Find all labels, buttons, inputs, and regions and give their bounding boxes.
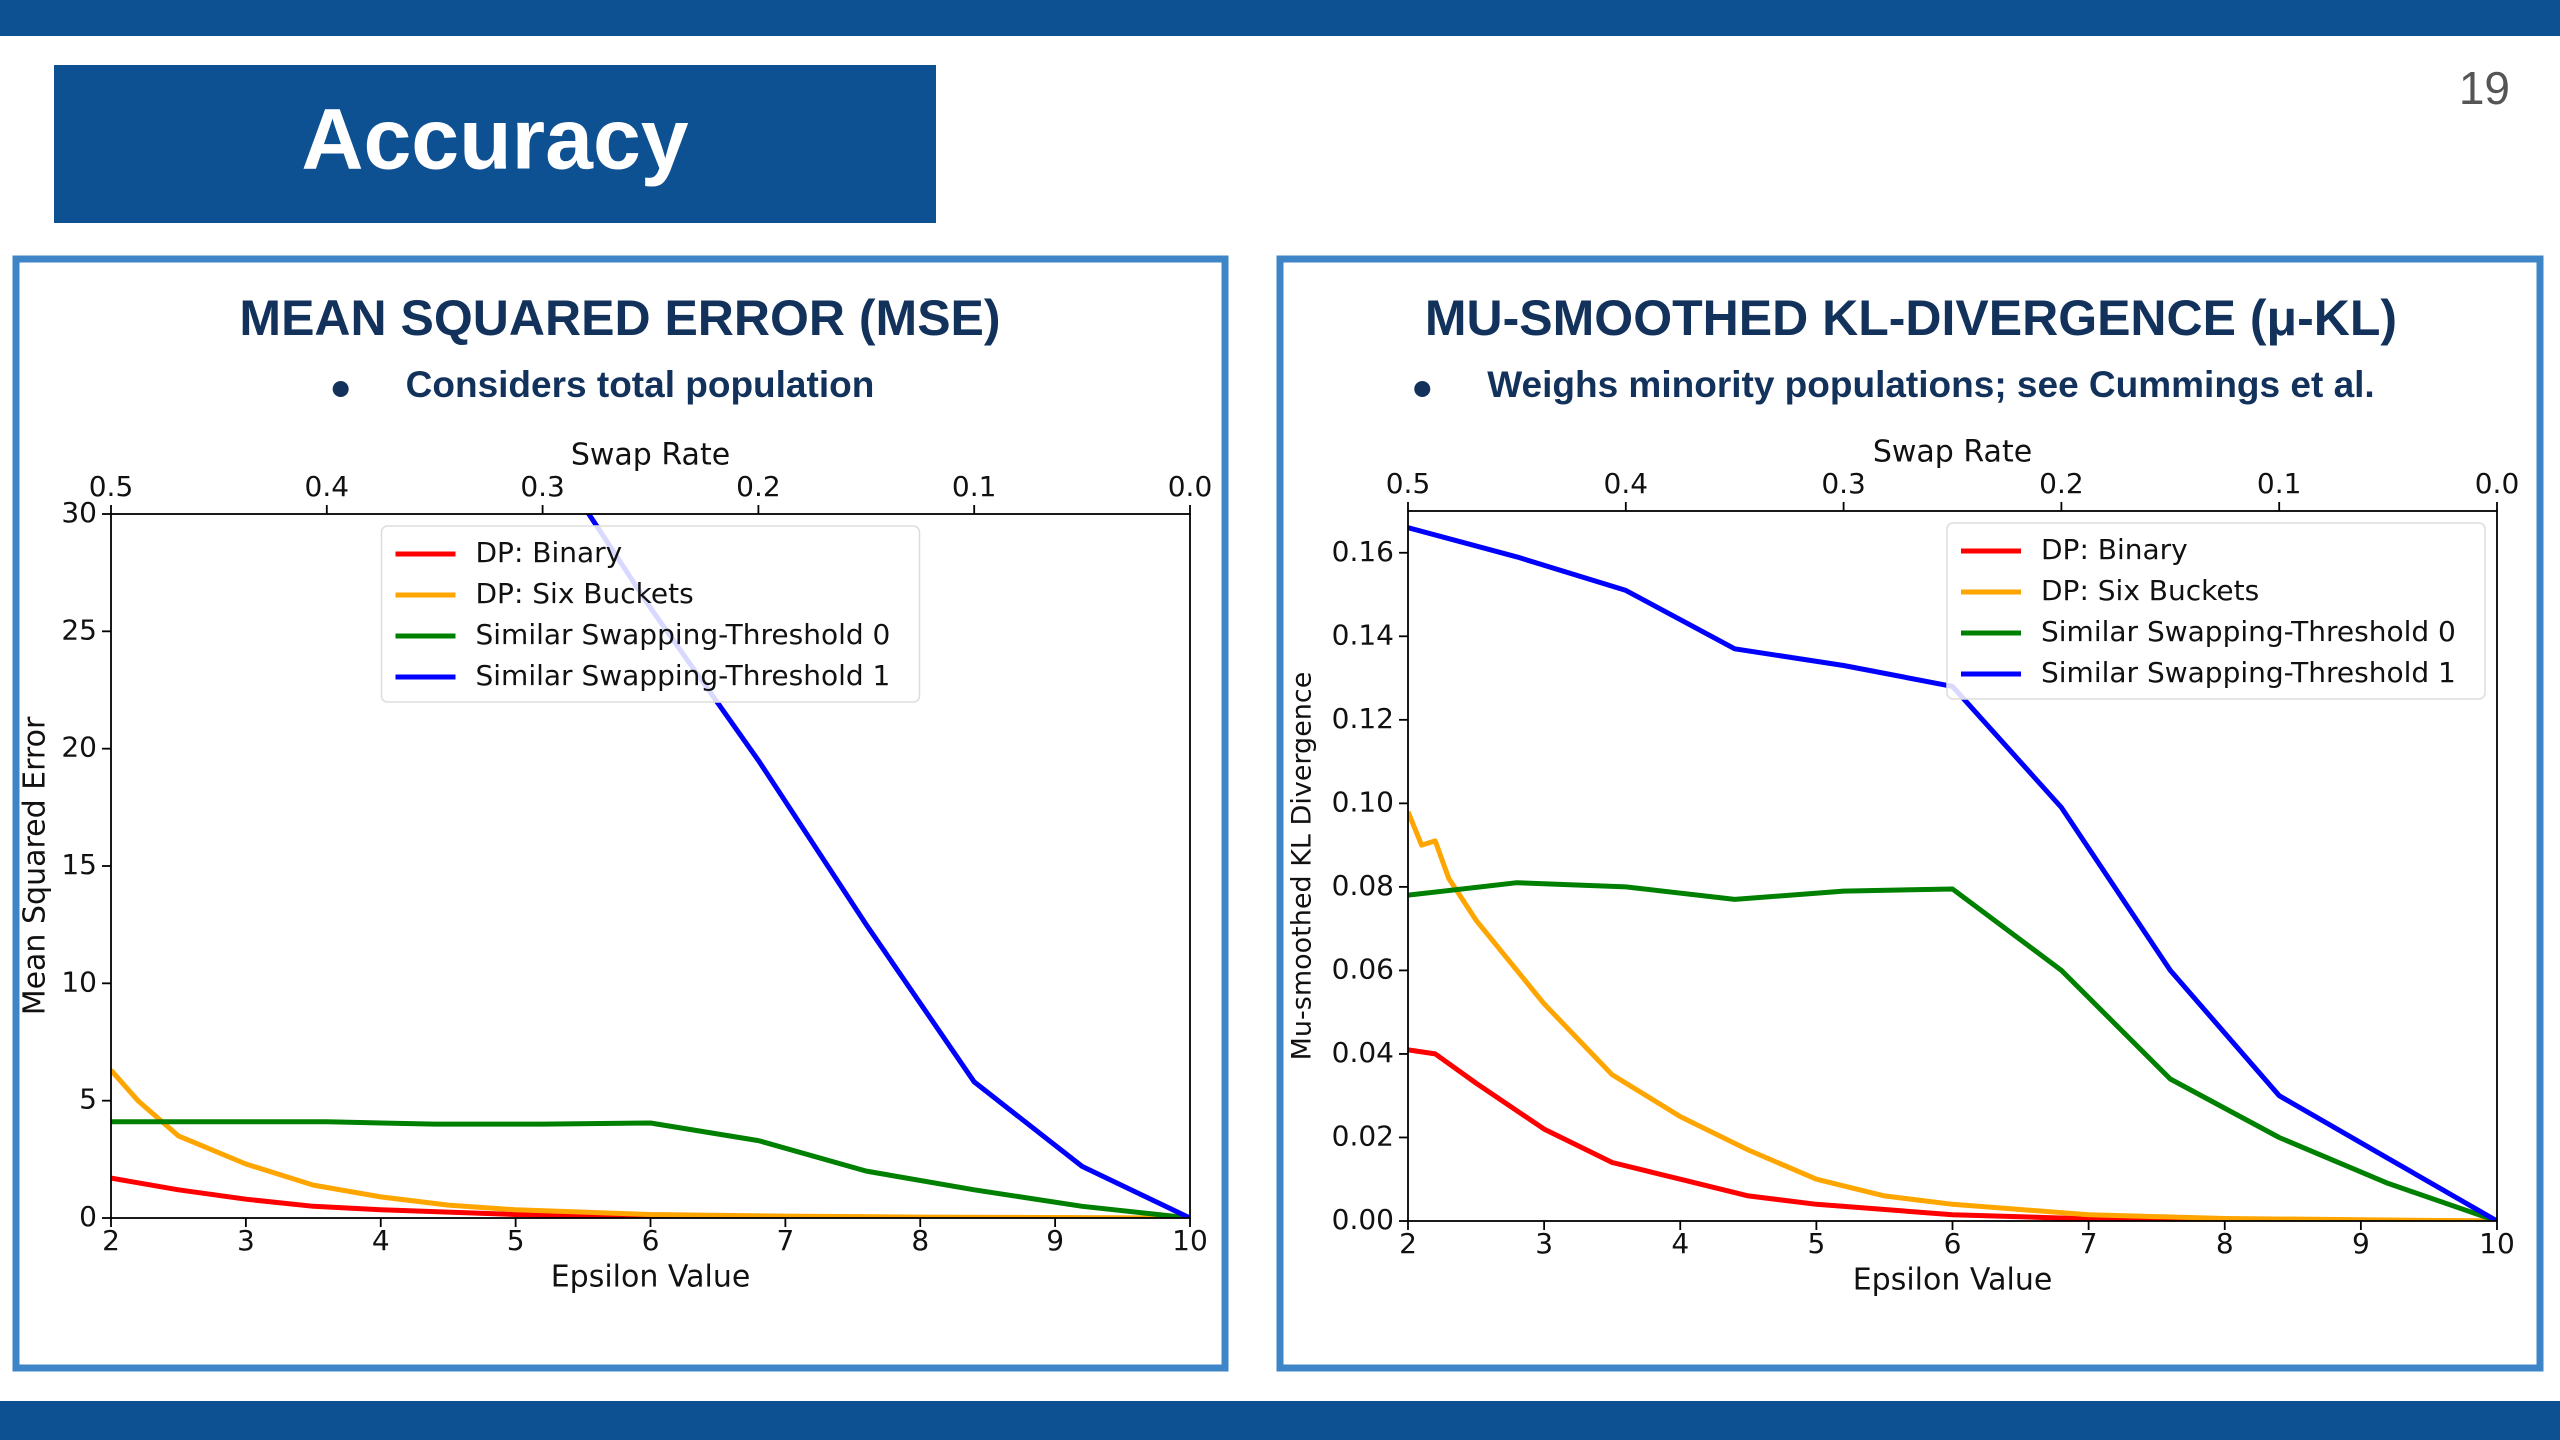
series-line	[1408, 880, 2497, 1221]
legend-label: DP: Binary	[476, 536, 623, 569]
y-tick-label: 0.02	[1332, 1119, 1394, 1152]
x2-tick-label: 0.3	[520, 470, 565, 503]
x2-tick-label: 0.2	[2039, 467, 2084, 500]
panel	[12, 255, 1229, 1372]
x2-tick-label: 0.3	[1821, 467, 1866, 500]
y-tick-label: 0.08	[1332, 869, 1394, 902]
panel-title: MU-SMOOTHED KL-DIVERGENCE (μ-KL)	[1425, 290, 2397, 346]
y-tick-label: 0.16	[1332, 535, 1394, 568]
y-tick-label: 15	[61, 848, 97, 881]
x-tick-label: 6	[1944, 1227, 1962, 1260]
series-line	[1408, 1047, 2497, 1221]
y-tick-label: 10	[61, 965, 97, 998]
x2-tick-label: 0.5	[1386, 467, 1431, 500]
x-tick-label: 3	[1535, 1227, 1553, 1260]
y-tick-label: 20	[61, 731, 97, 764]
page-number: 19	[2459, 62, 2510, 114]
legend-label: DP: Six Buckets	[2041, 574, 2259, 607]
y-tick-label: 5	[79, 1083, 97, 1116]
x-tick-label: 10	[2479, 1227, 2515, 1260]
x-tick-label: 7	[776, 1224, 794, 1257]
legend-box	[380, 525, 921, 703]
x2-tick-label: 0.4	[1604, 467, 1649, 500]
title-box	[54, 65, 936, 223]
y-tick-label: 0.12	[1332, 702, 1394, 735]
y-tick-label: 0.14	[1332, 618, 1394, 651]
panel-title: MEAN SQUARED ERROR (MSE)	[239, 290, 1000, 346]
x2-tick-label: 0.0	[1168, 470, 1213, 503]
y-tick-label: 0.10	[1332, 785, 1394, 818]
y-tick-label: 25	[61, 613, 97, 646]
slide-title: Accuracy	[301, 92, 688, 188]
x-axis-label: Epsilon Value	[1853, 1263, 2053, 1298]
series-line	[111, 1119, 1190, 1218]
legend-label: Similar Swapping-Threshold 0	[476, 618, 891, 651]
series-line	[111, 1068, 1190, 1218]
legend-label: Similar Swapping-Threshold 1	[476, 659, 891, 692]
x2-axis-label: Swap Rate	[571, 438, 730, 473]
y-tick-label: 0.04	[1332, 1036, 1394, 1069]
x-tick-label: 4	[372, 1224, 390, 1257]
y-axis-label: Mu-smoothed KL Divergence	[1287, 672, 1318, 1061]
y-tick-label: 0.06	[1332, 952, 1394, 985]
x-tick-label: 2	[102, 1224, 120, 1257]
x2-axis-label: Swap Rate	[1873, 435, 2032, 470]
legend: DP: Binary DP: Six Buckets Similar Swappin…	[1946, 522, 2486, 700]
y-axis-label: Mean Squared Error	[18, 716, 53, 1015]
x-tick-label: 2	[1399, 1227, 1417, 1260]
x-tick-label: 5	[507, 1224, 525, 1257]
x2-tick-label: 0.1	[2257, 467, 2302, 500]
x2-tick-label: 0.1	[952, 470, 997, 503]
x-tick-label: 9	[1046, 1224, 1064, 1257]
x2-tick-label: 0.4	[305, 470, 350, 503]
y-tick-label: 0	[79, 1200, 97, 1233]
legend-label: DP: Binary	[2041, 533, 2188, 566]
x-tick-label: 5	[1807, 1227, 1825, 1260]
bullet	[1414, 381, 1431, 397]
x-tick-label: 8	[911, 1224, 929, 1257]
x-tick-label: 4	[1671, 1227, 1689, 1260]
x-tick-label: 3	[237, 1224, 255, 1257]
top-bar	[0, 0, 2560, 36]
y-tick-label: 30	[61, 496, 97, 529]
panel	[1276, 255, 2544, 1372]
x-tick-label: 6	[642, 1224, 660, 1257]
y-tick-label: 0.00	[1332, 1203, 1394, 1236]
legend: DP: Binary DP: Six Buckets Similar Swappin…	[380, 525, 921, 703]
legend-label: Similar Swapping-Threshold 0	[2041, 615, 2456, 648]
series-line	[1408, 810, 2497, 1221]
x2-tick-label: 0.2	[736, 470, 781, 503]
legend-label: DP: Six Buckets	[476, 577, 694, 610]
x2-tick-label: 0.0	[2475, 467, 2520, 500]
x-tick-label: 7	[2080, 1227, 2098, 1260]
panel-subtitle: Weighs minority populations; see Cumming…	[1487, 364, 2374, 405]
legend-label: Similar Swapping-Threshold 1	[2041, 656, 2456, 689]
x-tick-label: 8	[2216, 1227, 2234, 1260]
legend-box	[1946, 522, 2486, 700]
x-tick-label: 10	[1172, 1224, 1208, 1257]
x2-tick-label: 0.5	[89, 470, 134, 503]
x-tick-label: 9	[2352, 1227, 2370, 1260]
panel-subtitle: Considers total population	[406, 364, 875, 405]
bullet	[332, 381, 349, 397]
bottom-bar	[0, 1401, 2560, 1440]
x-axis-label: Epsilon Value	[551, 1260, 751, 1295]
